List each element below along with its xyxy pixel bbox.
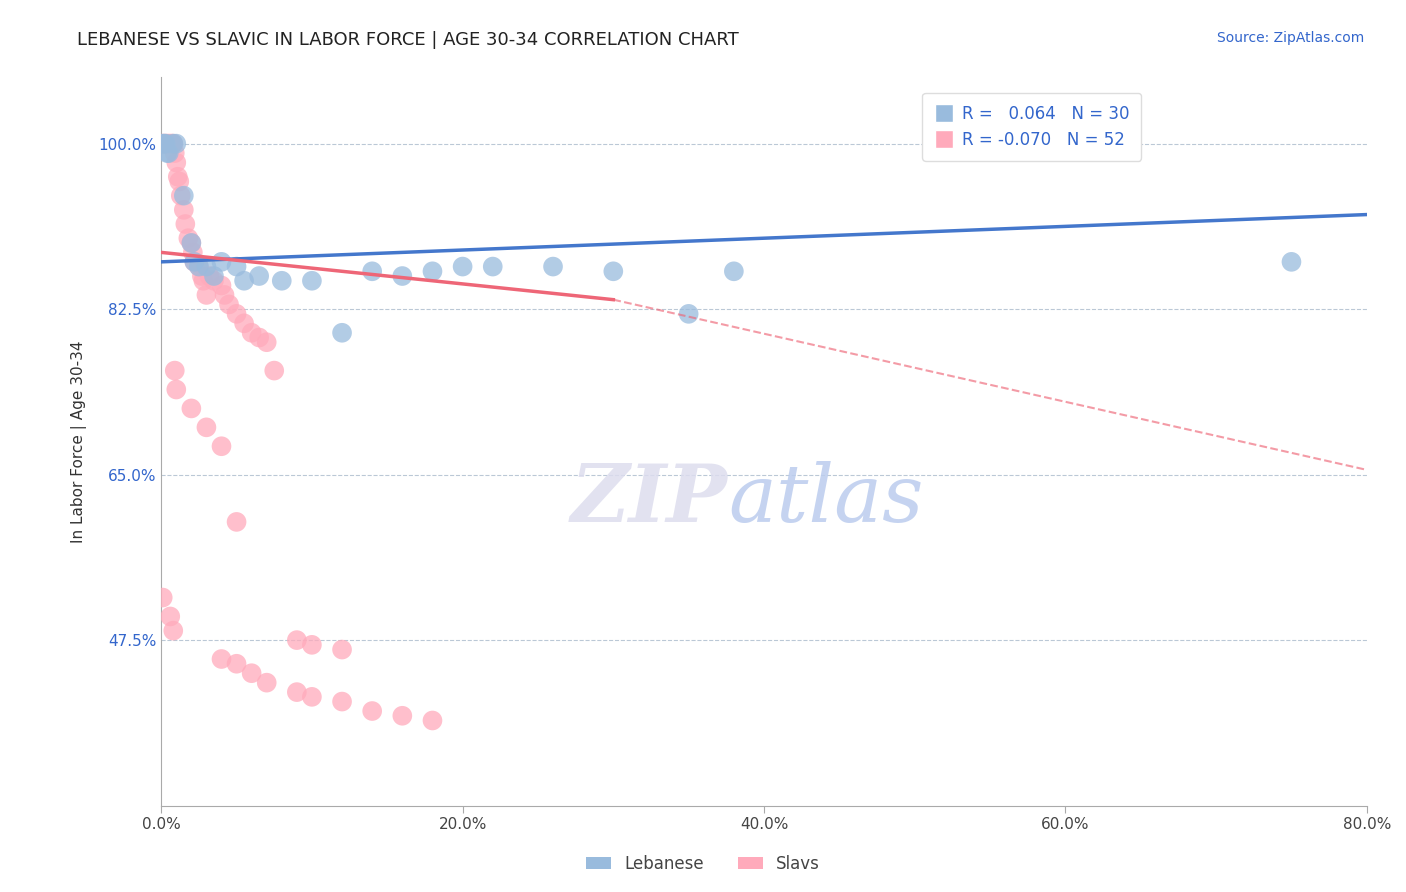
Point — [330, 326, 353, 340]
Point — [285, 685, 308, 699]
Point — [152, 136, 174, 151]
Point — [159, 609, 181, 624]
Point — [263, 363, 285, 377]
Point — [301, 638, 323, 652]
Point — [153, 136, 176, 151]
Point — [180, 235, 202, 250]
Point — [211, 255, 233, 269]
Point — [153, 136, 176, 151]
Point — [180, 401, 202, 416]
Point — [256, 335, 278, 350]
Point — [361, 704, 384, 718]
Point — [156, 136, 179, 151]
Point — [247, 268, 270, 283]
Point — [214, 288, 236, 302]
Point — [1281, 255, 1303, 269]
Point — [159, 136, 181, 151]
Point — [723, 264, 745, 278]
Point — [155, 136, 177, 151]
Point — [173, 202, 195, 217]
Point — [157, 136, 180, 151]
Point — [193, 274, 215, 288]
Point — [422, 714, 444, 728]
Point — [225, 260, 247, 274]
Point — [218, 297, 240, 311]
Point — [211, 439, 233, 453]
Point — [169, 174, 191, 188]
Point — [451, 260, 474, 274]
Point — [183, 255, 205, 269]
Point — [191, 268, 214, 283]
Text: ZIP: ZIP — [571, 461, 728, 539]
Legend: R =   0.064   N = 30, R = -0.070   N = 52: R = 0.064 N = 30, R = -0.070 N = 52 — [922, 93, 1142, 161]
Point — [174, 217, 197, 231]
Point — [256, 675, 278, 690]
Point — [195, 288, 218, 302]
Legend: Lebanese, Slavs: Lebanese, Slavs — [579, 848, 827, 880]
Point — [481, 260, 503, 274]
Point — [330, 695, 353, 709]
Point — [155, 136, 177, 151]
Point — [160, 136, 183, 151]
Point — [233, 274, 256, 288]
Point — [162, 624, 184, 638]
Point — [225, 307, 247, 321]
Point — [225, 657, 247, 671]
Point — [422, 264, 444, 278]
Point — [180, 235, 202, 250]
Point — [202, 274, 225, 288]
Point — [183, 255, 205, 269]
Point — [678, 307, 700, 321]
Point — [602, 264, 624, 278]
Point — [211, 278, 233, 293]
Point — [225, 515, 247, 529]
Point — [163, 363, 186, 377]
Point — [165, 383, 187, 397]
Point — [165, 155, 187, 169]
Point — [361, 264, 384, 278]
Point — [301, 274, 323, 288]
Text: atlas: atlas — [728, 461, 924, 539]
Point — [165, 136, 187, 151]
Point — [187, 260, 209, 274]
Point — [202, 268, 225, 283]
Point — [181, 245, 204, 260]
Point — [195, 420, 218, 434]
Point — [170, 188, 193, 202]
Point — [162, 136, 184, 151]
Point — [240, 666, 263, 681]
Point — [152, 136, 174, 151]
Point — [156, 146, 179, 161]
Point — [211, 652, 233, 666]
Point — [163, 146, 186, 161]
Point — [166, 169, 188, 184]
Y-axis label: In Labor Force | Age 30-34: In Labor Force | Age 30-34 — [72, 340, 87, 542]
Point — [162, 136, 184, 151]
Point — [301, 690, 323, 704]
Point — [233, 316, 256, 330]
Point — [247, 330, 270, 344]
Point — [177, 231, 200, 245]
Point — [173, 188, 195, 202]
Point — [285, 633, 308, 648]
Point — [541, 260, 564, 274]
Point — [391, 268, 413, 283]
Point — [391, 708, 413, 723]
Point — [195, 260, 218, 274]
Point — [152, 591, 174, 605]
Text: LEBANESE VS SLAVIC IN LABOR FORCE | AGE 30-34 CORRELATION CHART: LEBANESE VS SLAVIC IN LABOR FORCE | AGE … — [77, 31, 740, 49]
Point — [330, 642, 353, 657]
Point — [187, 260, 209, 274]
Point — [240, 326, 263, 340]
Point — [198, 268, 221, 283]
Point — [157, 146, 180, 161]
Point — [270, 274, 292, 288]
Text: Source: ZipAtlas.com: Source: ZipAtlas.com — [1216, 31, 1364, 45]
